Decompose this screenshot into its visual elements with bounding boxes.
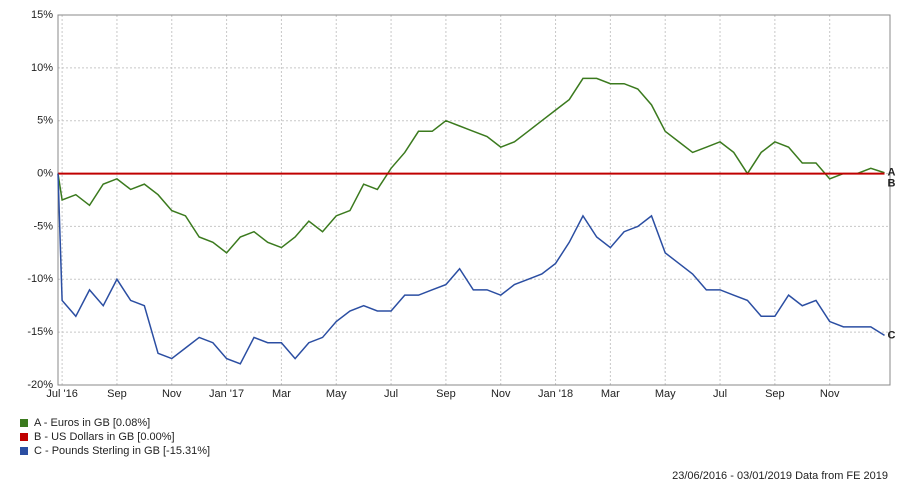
y-tick-label: 15% (31, 9, 53, 21)
y-tick-label: -10% (27, 273, 53, 285)
end-tag: C (888, 329, 896, 341)
end-tag: A (888, 167, 896, 179)
legend-swatch (20, 419, 28, 427)
x-tick-label: Sep (107, 388, 127, 400)
legend-label: B - US Dollars in GB [0.00%] (34, 431, 175, 443)
footer: 23/06/2016 - 03/01/2019 Data from FE 201… (672, 470, 888, 482)
x-tick-label: May (326, 388, 347, 400)
y-tick-label: 0% (37, 167, 53, 179)
y-tick-label: -5% (33, 220, 53, 232)
y-tick-label: -20% (27, 379, 53, 391)
x-tick-label: Mar (272, 388, 291, 400)
legend-swatch (20, 447, 28, 455)
x-tick-label: Mar (601, 388, 620, 400)
x-tick-label: Jan '18 (538, 388, 573, 400)
legend-label: A - Euros in GB [0.08%] (34, 417, 150, 429)
series-line (57, 77, 885, 254)
x-tick-label: Jul (384, 388, 398, 400)
x-tick-label: Nov (491, 388, 511, 400)
x-tick-label: May (655, 388, 676, 400)
plot-frame (57, 14, 891, 386)
x-tick-label: Sep (436, 388, 456, 400)
x-tick-label: Jan '17 (209, 388, 244, 400)
x-tick-label: Jul (713, 388, 727, 400)
y-tick-label: 10% (31, 62, 53, 74)
legend-swatch (20, 433, 28, 441)
series-line (57, 173, 885, 365)
y-tick-label: -15% (27, 326, 53, 338)
x-tick-label: Jul '16 (46, 388, 77, 400)
x-tick-label: Sep (765, 388, 785, 400)
y-tick-label: 5% (37, 115, 53, 127)
legend-label: C - Pounds Sterling in GB [-15.31%] (34, 445, 210, 457)
end-tag: B (888, 177, 896, 189)
x-tick-label: Nov (162, 388, 182, 400)
x-tick-label: Nov (820, 388, 840, 400)
